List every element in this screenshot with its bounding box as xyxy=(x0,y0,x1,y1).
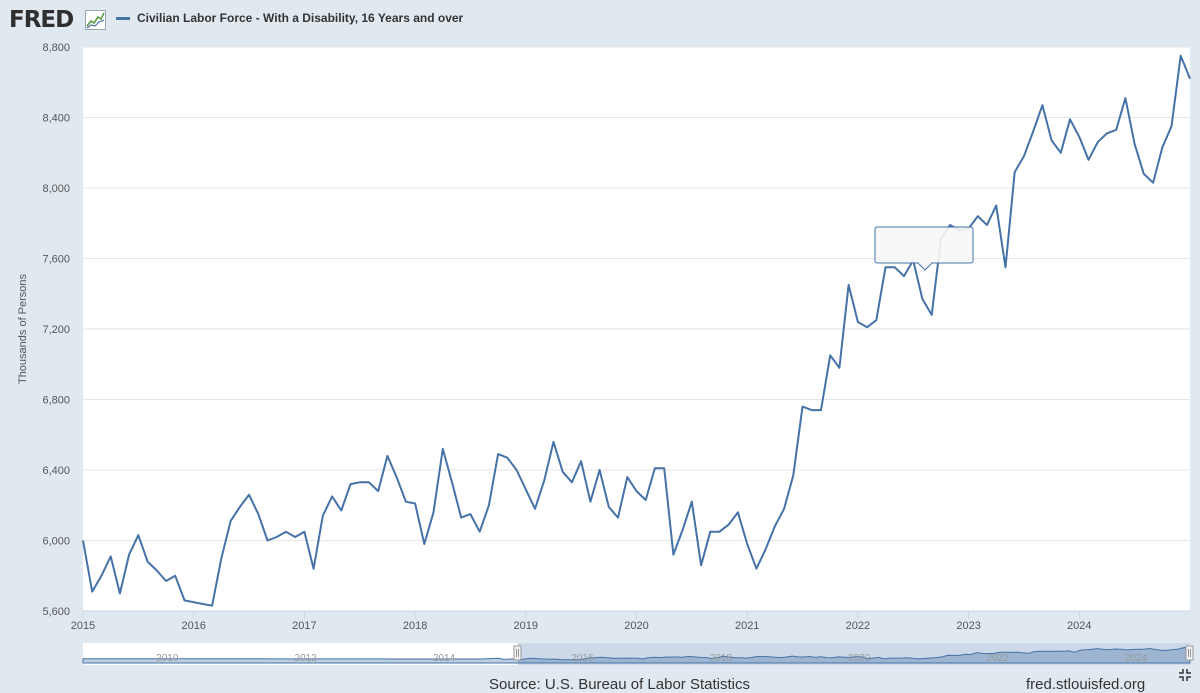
navigator-label: 2024 xyxy=(1125,653,1148,664)
navigator-label: 2010 xyxy=(156,653,179,664)
y-tick-label: 7,600 xyxy=(42,254,70,266)
navigator-series-area xyxy=(82,646,1191,664)
x-tick-label: 2019 xyxy=(514,620,538,632)
expand-icon[interactable] xyxy=(1178,668,1192,682)
x-tick-label: 2023 xyxy=(956,620,980,632)
navigator[interactable]: 2010 2012 2014 2016 2018 2020 2022 2024 xyxy=(82,643,1194,665)
y-tick-label: 8,800 xyxy=(42,42,70,54)
y-axis-tick-labels: 5,600 6,000 6,400 6,800 7,200 7,600 8,000 8,400… xyxy=(42,42,70,618)
grid-lines xyxy=(82,46,1190,619)
navigator-left-handle[interactable] xyxy=(513,645,522,661)
x-tick-label: 2020 xyxy=(624,620,648,632)
y-tick-label: 6,000 xyxy=(42,536,70,548)
navigator-labels: 2010 2012 2014 2016 2018 2020 2022 2024 xyxy=(156,653,1147,664)
y-tick-label: 8,000 xyxy=(42,183,70,195)
chart-header: FRED Civilian Labor Force - With a Disab… xyxy=(0,0,1200,40)
y-tick-label: 7,200 xyxy=(42,324,70,336)
y-tick-label: 8,400 xyxy=(42,113,70,125)
legend-label: Civilian Labor Force - With a Disability… xyxy=(137,11,464,25)
navigator-label: 2012 xyxy=(295,653,318,664)
navigator-label: 2014 xyxy=(433,653,456,664)
fred-logo[interactable]: FRED xyxy=(9,7,74,33)
x-tick-label: 2024 xyxy=(1067,620,1091,632)
x-tick-label: 2021 xyxy=(735,620,759,632)
y-tick-label: 6,800 xyxy=(42,395,70,407)
legend[interactable]: Civilian Labor Force - With a Disability… xyxy=(116,11,463,25)
series-line-civilian-labor-force-disability[interactable] xyxy=(82,54,1191,607)
fred-logo-graph-icon xyxy=(85,10,106,30)
x-tick-label: 2017 xyxy=(292,620,316,632)
x-tick-label: 2018 xyxy=(403,620,427,632)
y-tick-label: 5,600 xyxy=(42,606,70,618)
y-tick-label: 6,400 xyxy=(42,465,70,477)
navigator-label: 2016 xyxy=(571,653,594,664)
navigator-label: 2022 xyxy=(986,653,1009,664)
navigator-right-handle[interactable] xyxy=(1185,645,1194,661)
legend-swatch xyxy=(116,16,130,20)
x-tick-label: 2022 xyxy=(846,620,870,632)
x-axis-tick-labels: 2015 2016 2017 2018 2019 2020 2021 2022 2023 2024 xyxy=(71,620,1092,632)
x-tick-label: 2016 xyxy=(181,620,205,632)
x-tick-label: 2015 xyxy=(71,620,95,632)
y-axis-label: Thousands of Persons xyxy=(17,273,29,384)
navigator-selection[interactable] xyxy=(518,643,1190,665)
tooltip xyxy=(874,226,974,271)
source-note: Source: U.S. Bureau of Labor Statistics xyxy=(489,676,750,693)
fred-url[interactable]: fred.stlouisfed.org xyxy=(1026,676,1146,693)
navigator-label: 2020 xyxy=(848,653,871,664)
navigator-label: 2018 xyxy=(710,653,733,664)
